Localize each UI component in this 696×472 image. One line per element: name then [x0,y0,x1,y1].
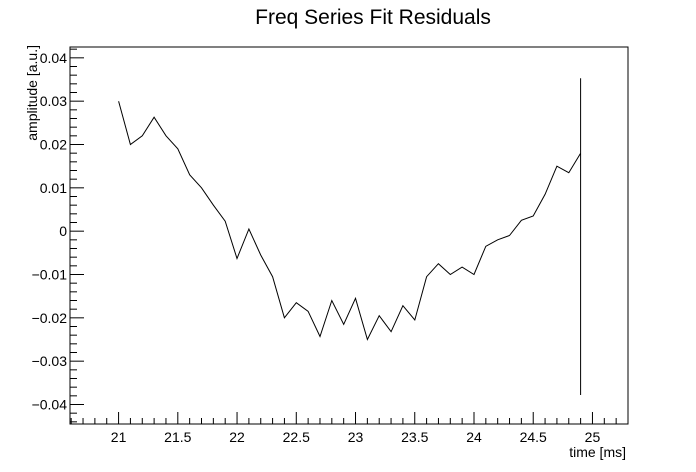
y-tick-label: 0.03 [40,93,67,109]
series-line-residuals [118,78,582,395]
y-axis-label: amplitude [a.u.] [24,45,40,141]
plot-frame [69,46,629,425]
x-tick-label: 21.5 [164,429,191,445]
y-tick-label: −0.03 [32,353,68,369]
x-tick-label: 23 [348,429,364,445]
y-tick-label: −0.04 [32,397,68,413]
x-tick-label: 25 [585,429,601,445]
x-tick-label: 22 [229,429,245,445]
x-axis-label: time [ms] [569,444,626,460]
y-tick-label: 0.04 [40,50,67,66]
y-tick-label: 0.01 [40,180,67,196]
y-tick-label: −0.01 [32,267,68,283]
y-tick-label: 0 [59,223,67,239]
x-tick-label: 24 [466,429,482,445]
x-tick-label: 22.5 [283,429,310,445]
axes: 21 21.5 22 22.5 23 23.5 24 24.5 25 −0.04 −0.03 −0.0… [32,48,617,445]
x-tick-label: 24.5 [520,429,547,445]
chart-title: Freq Series Fit Residuals [255,6,491,29]
x-tick-label: 21 [111,429,127,445]
y-tick-label: −0.02 [32,310,68,326]
x-tick-label: 23.5 [401,429,428,445]
y-tick-label: 0.02 [40,137,67,153]
